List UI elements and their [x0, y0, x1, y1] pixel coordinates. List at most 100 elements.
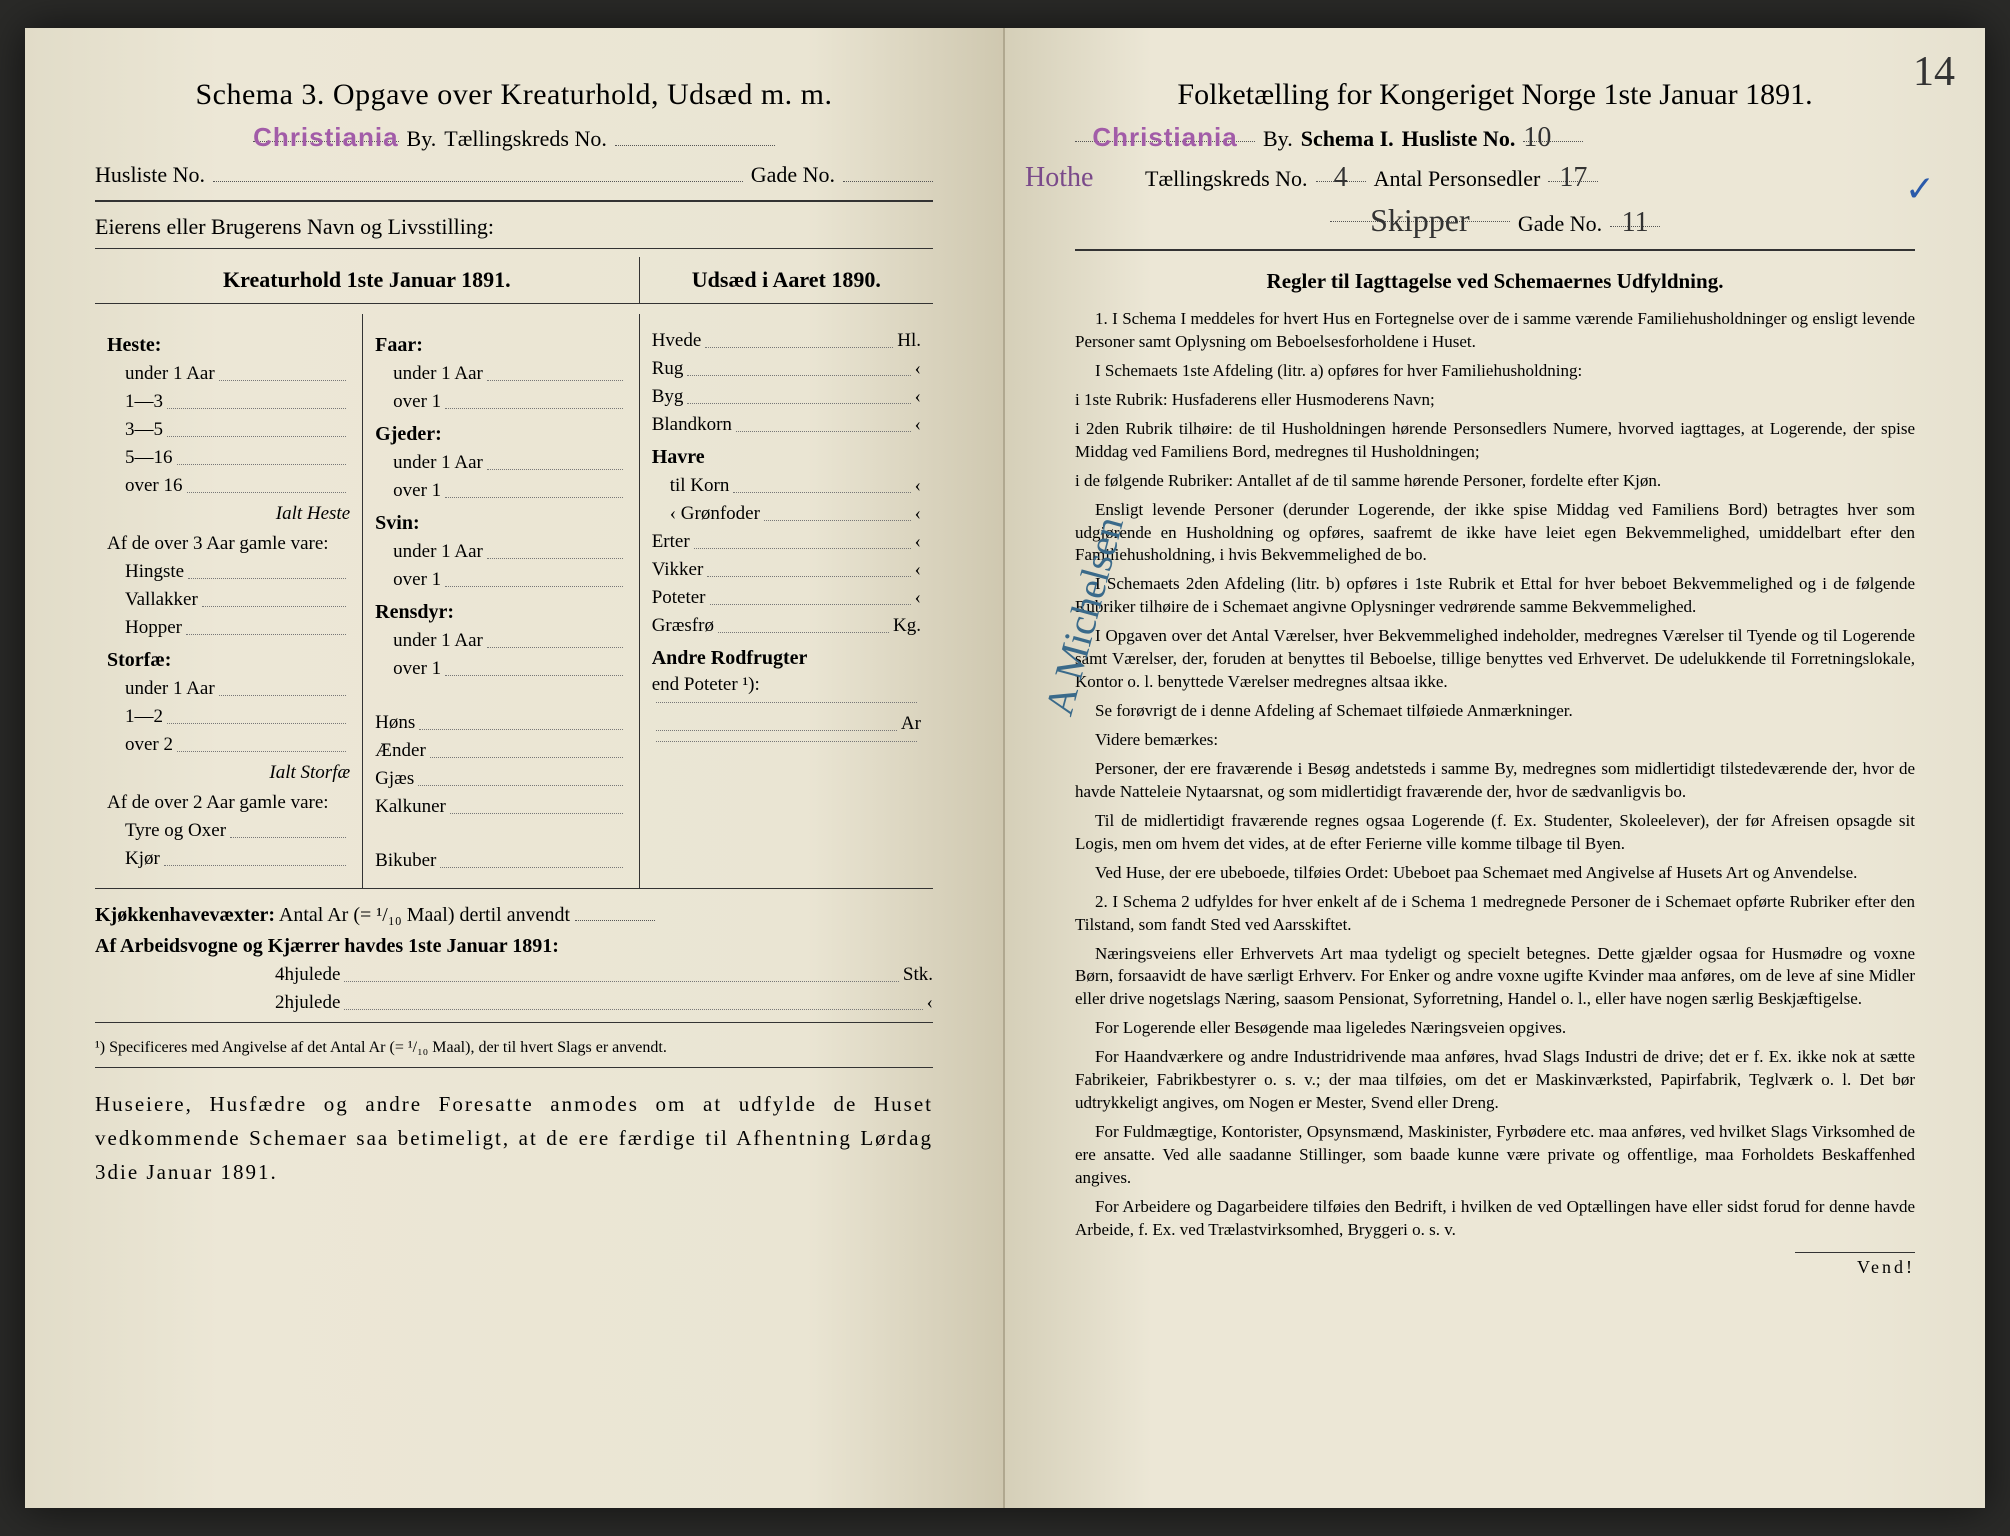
- footnote: ¹) Specificeres med Angivelse af det Ant…: [95, 1037, 933, 1059]
- hons: Høns: [375, 712, 415, 734]
- tkreds-value: 4: [1316, 162, 1366, 182]
- havre-head: Havre: [652, 446, 921, 469]
- storfae-1-2: 1—2: [125, 706, 163, 728]
- rule-2f: For Arbeidere og Dagarbeidere tilføies d…: [1075, 1196, 1915, 1242]
- antal-label: Antal Personsedler: [1374, 166, 1541, 192]
- vallakker: Vallakker: [125, 589, 198, 611]
- rule-1i: Se forøvrigt de i denne Afdeling af Sche…: [1075, 700, 1915, 723]
- hopper: Hopper: [125, 617, 182, 639]
- faar-head: Faar:: [375, 334, 627, 357]
- right-page: 14 Folketælling for Kongeriget Norge 1st…: [1005, 28, 1985, 1508]
- graesfro: Græsfrø: [652, 615, 714, 637]
- faar-o1: over 1: [393, 391, 441, 413]
- svin-o1: over 1: [393, 569, 441, 591]
- aender: Ænder: [375, 740, 426, 762]
- byg: Byg: [652, 386, 684, 408]
- heste-3-5: 3—5: [125, 419, 163, 441]
- svin-u1: under 1 Aar: [393, 541, 483, 563]
- census-title: Folketælling for Kongeriget Norge 1ste J…: [1075, 78, 1915, 112]
- heste-1-3: 1—3: [125, 391, 163, 413]
- col2: Faar: under 1 Aar over 1 Gjeder: under 1…: [363, 314, 640, 888]
- udsaed-title: Udsæd i Aaret 1890.: [640, 257, 933, 303]
- rule-2e: For Fuldmægtige, Kontorister, Opsynsmænd…: [1075, 1121, 1915, 1190]
- kjokken-label: Kjøkkenhavevæxter:: [95, 904, 275, 926]
- svin-head: Svin:: [375, 512, 627, 535]
- schema-label: Schema I.: [1301, 126, 1394, 152]
- gjeder-u1: under 1 Aar: [393, 452, 483, 474]
- tkreds-label-r: Tællingskreds No.: [1145, 166, 1308, 192]
- ialt-storfae: Ialt Storfæ: [269, 762, 350, 784]
- endpot: end Poteter ¹):: [652, 674, 921, 696]
- rule-1f: Ensligt levende Personer (derunder Loger…: [1075, 499, 1915, 568]
- col3: HvedeHl. Rug‹ Byg‹ Blandkorn‹ Havre til …: [640, 314, 933, 888]
- gjaes: Gjæs: [375, 768, 414, 790]
- storfae-u1: under 1 Aar: [125, 678, 215, 700]
- kjokken-text: Antal Ar (= ¹/₁₀ Maal) dertil anvendt: [279, 904, 570, 926]
- rule-1a: 1. I Schema I meddeles for hvert Hus en …: [1075, 308, 1915, 354]
- kalkuner: Kalkuner: [375, 796, 446, 818]
- schema3-title: Schema 3. Opgave over Kreaturhold, Udsæd…: [95, 78, 933, 112]
- city-stamp-right: Christiania: [1092, 122, 1237, 152]
- rule-1b: I Schemaets 1ste Afdeling (litr. a) opfø…: [1075, 360, 1915, 383]
- rule-1k: Personer, der ere fraværende i Besøg and…: [1075, 758, 1915, 804]
- blandkorn: Blandkorn: [652, 414, 732, 436]
- erter: Erter: [652, 531, 690, 553]
- rule-1m: Ved Huse, der ere ubeboede, tilføies Ord…: [1075, 862, 1915, 885]
- rules-body: 1. I Schema I meddeles for hvert Hus en …: [1075, 308, 1915, 1242]
- rule-1d: i 2den Rubrik tilhøire: de til Husholdni…: [1075, 418, 1915, 464]
- heste-over16: over 16: [125, 475, 183, 497]
- rule-1e: i de følgende Rubriker: Antallet af de t…: [1075, 470, 1915, 493]
- stk-unit: Stk.: [903, 964, 933, 986]
- rule-1g: I Schemaets 2den Afdeling (litr. b) opfø…: [1075, 573, 1915, 619]
- hl-unit: Hl.: [897, 330, 921, 352]
- hvede: Hvede: [652, 330, 702, 352]
- owner-label: Eierens eller Brugerens Navn og Livsstil…: [95, 214, 933, 240]
- heste-head: Heste:: [107, 334, 350, 357]
- corner-number: 14: [1913, 48, 1955, 96]
- rensdyr-head: Rensdyr:: [375, 601, 627, 624]
- left-page: Schema 3. Opgave over Kreaturhold, Udsæd…: [25, 28, 1005, 1508]
- rule-2b: Næringsveiens eller Erhvervets Art maa t…: [1075, 943, 1915, 1012]
- andre-head: Andre Rodfrugter: [652, 647, 921, 670]
- poteter: Poteter: [652, 587, 706, 609]
- rule-1j: Videre bemærkes:: [1075, 729, 1915, 752]
- kg-unit: Kg.: [893, 615, 921, 637]
- rensdyr-o1: over 1: [393, 658, 441, 680]
- rules-title: Regler til Iagttagelse ved Schemaernes U…: [1075, 269, 1915, 294]
- rule-2c: For Logerende eller Besøgende maa ligele…: [1075, 1017, 1915, 1040]
- husliste-value: 10: [1523, 122, 1583, 142]
- arbeids-label: Af Arbeidsvogne og Kjærrer havdes 1ste J…: [95, 935, 933, 958]
- storfae-over2: over 2: [125, 734, 173, 756]
- gjeder-head: Gjeder:: [375, 423, 627, 446]
- ar-unit: Ar: [901, 713, 921, 735]
- gade-no-value: 11: [1610, 207, 1660, 227]
- tkreds-label: Tællingskreds No.: [444, 126, 607, 152]
- af3-label: Af de over 3 Aar gamle vare:: [107, 533, 350, 555]
- antal-value: 17: [1548, 162, 1598, 182]
- kreatur-title: Kreaturhold 1ste Januar 1891.: [95, 257, 640, 303]
- husliste-label-r: Husliste No.: [1402, 126, 1516, 152]
- census-book-spread: Schema 3. Opgave over Kreaturhold, Udsæd…: [25, 28, 1985, 1508]
- hingste: Hingste: [125, 561, 184, 583]
- vendi-label: Vend!: [1795, 1252, 1915, 1278]
- gade-label-left: Gade No.: [751, 162, 835, 188]
- af2-label: Af de over 2 Aar gamle vare:: [107, 792, 350, 814]
- fourhjul: 4hjulede: [275, 964, 340, 986]
- rule-1h: I Opgaven over det Antal Værelser, hver …: [1075, 625, 1915, 694]
- bikuber: Bikuber: [375, 850, 436, 872]
- tyre: Tyre og Oxer: [125, 820, 226, 842]
- faar-u1: under 1 Aar: [393, 363, 483, 385]
- gade-value: Skipper: [1330, 202, 1510, 222]
- kjor: Kjør: [125, 848, 160, 870]
- by-label-r: By.: [1263, 126, 1293, 152]
- rule-2a: 2. I Schema 2 udfyldes for hver enkelt a…: [1075, 891, 1915, 937]
- city-stamp-left: Christiania: [253, 122, 398, 152]
- hothe-annotation: Hothe: [1025, 162, 1093, 194]
- footer-text: Huseiere, Husfædre og andre Foresatte an…: [95, 1088, 933, 1189]
- by-label: By.: [407, 126, 437, 152]
- tilkorn: til Korn: [670, 475, 730, 497]
- gronfoder: Grønfoder: [681, 503, 760, 525]
- blue-checkmark: ✓: [1905, 168, 1935, 210]
- ialt-heste: Ialt Heste: [276, 503, 350, 525]
- rule-1c: i 1ste Rubrik: Husfaderens eller Husmode…: [1075, 389, 1915, 412]
